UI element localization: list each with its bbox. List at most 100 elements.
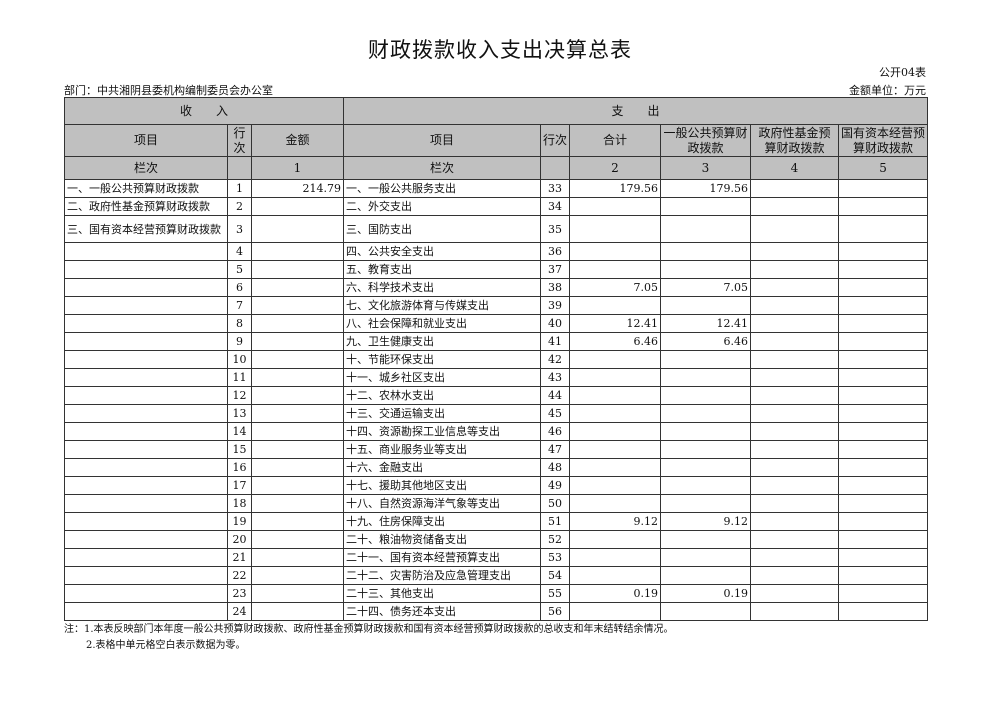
expense-item-cell: 十五、商业服务业等支出 xyxy=(343,440,541,459)
income-amount-cell xyxy=(251,242,344,261)
total-amount-cell: 7.05 xyxy=(569,278,661,297)
income-row-no-cell: 2 xyxy=(227,197,252,216)
income-amount-cell xyxy=(251,197,344,216)
header-row-columns: 项目 行次 金额 项目 行次 合计 一般公共预算财政拨款 政府性基金预算财政拨款… xyxy=(64,124,929,157)
state-capital-amount-cell xyxy=(837,260,929,279)
total-amount-cell: 179.56 xyxy=(569,179,661,198)
total-amount-cell xyxy=(569,458,661,477)
total-amount-cell: 0.19 xyxy=(569,584,661,603)
income-row-no-cell: 14 xyxy=(227,422,252,441)
expense-row-no-cell: 56 xyxy=(540,602,570,621)
income-item-cell xyxy=(64,368,228,387)
table-row: 6 六、科学技术支出 38 7.05 7.05 xyxy=(64,278,929,297)
income-row-no-cell: 22 xyxy=(227,566,252,585)
expense-item-cell: 二十、粮油物资储备支出 xyxy=(343,530,541,549)
table-row: 10 十、节能环保支出 42 xyxy=(64,350,929,369)
column-number-3: 3 xyxy=(660,156,751,180)
general-budget-amount-cell xyxy=(660,476,751,495)
state-capital-amount-cell xyxy=(837,296,929,315)
expense-row-no-header: 行次 xyxy=(540,124,570,157)
total-amount-cell xyxy=(569,215,661,243)
income-amount-cell xyxy=(251,422,344,441)
table-row: 8 八、社会保障和就业支出 40 12.41 12.41 xyxy=(64,314,929,333)
expense-item-cell: 三、国防支出 xyxy=(343,215,541,243)
expense-item-cell: 十二、农林水支出 xyxy=(343,386,541,405)
form-number: 公开04表 xyxy=(879,66,926,79)
income-amount-cell xyxy=(251,278,344,297)
income-row-no-cell: 4 xyxy=(227,242,252,261)
table-row: 二、政府性基金预算财政拨款 2 二、外交支出 34 xyxy=(64,197,929,216)
expense-row-no-cell: 51 xyxy=(540,512,570,531)
income-item-cell xyxy=(64,350,228,369)
fund-budget-amount-cell xyxy=(750,458,839,477)
header-row-sections: 收 入 支 出 xyxy=(64,97,929,125)
income-row-no-cell: 17 xyxy=(227,476,252,495)
general-budget-header: 一般公共预算财政拨款 xyxy=(660,124,751,157)
fund-budget-amount-cell xyxy=(750,404,839,423)
total-header: 合计 xyxy=(569,124,661,157)
table-row: 21 二十一、国有资本经营预算支出 53 xyxy=(64,548,929,567)
table-row: 12 十二、农林水支出 44 xyxy=(64,386,929,405)
general-budget-amount-cell xyxy=(660,368,751,387)
fund-budget-amount-cell xyxy=(750,278,839,297)
total-amount-cell xyxy=(569,350,661,369)
expense-item-cell: 十六、金融支出 xyxy=(343,458,541,477)
expense-row-no-cell: 46 xyxy=(540,422,570,441)
expense-row-no-cell: 44 xyxy=(540,386,570,405)
table-row: 18 十八、自然资源海洋气象等支出 50 xyxy=(64,494,929,513)
table-row: 23 二十三、其他支出 55 0.19 0.19 xyxy=(64,584,929,603)
state-capital-amount-cell xyxy=(837,215,929,243)
total-amount-cell: 6.46 xyxy=(569,332,661,351)
expense-item-cell: 八、社会保障和就业支出 xyxy=(343,314,541,333)
general-budget-amount-cell xyxy=(660,386,751,405)
column-number-1: 1 xyxy=(251,156,344,180)
income-amount-cell: 214.79 xyxy=(251,179,344,198)
general-budget-amount-cell xyxy=(660,548,751,567)
table-row: 15 十五、商业服务业等支出 47 xyxy=(64,440,929,459)
fund-budget-amount-cell xyxy=(750,548,839,567)
total-amount-cell xyxy=(569,296,661,315)
table-row: 9 九、卫生健康支出 41 6.46 6.46 xyxy=(64,332,929,351)
expense-header: 支 出 xyxy=(342,97,929,125)
expense-row-no-cell: 48 xyxy=(540,458,570,477)
table-row: 11 十一、城乡社区支出 43 xyxy=(64,368,929,387)
table-row: 20 二十、粮油物资储备支出 52 xyxy=(64,530,929,549)
expense-row-no-cell: 47 xyxy=(540,440,570,459)
fund-budget-amount-cell xyxy=(750,314,839,333)
expense-row-no-cell: 40 xyxy=(540,314,570,333)
income-item-cell xyxy=(64,584,228,603)
state-capital-amount-cell xyxy=(837,440,929,459)
income-row-no-cell: 16 xyxy=(227,458,252,477)
total-amount-cell xyxy=(569,368,661,387)
income-amount-cell xyxy=(251,476,344,495)
fund-budget-amount-cell xyxy=(750,179,839,198)
income-amount-cell xyxy=(251,296,344,315)
general-budget-amount-cell xyxy=(660,566,751,585)
income-row-no-cell: 1 xyxy=(227,179,252,198)
general-budget-amount-cell xyxy=(660,440,751,459)
total-amount-cell xyxy=(569,386,661,405)
expense-row-no-cell: 43 xyxy=(540,368,570,387)
fund-budget-amount-cell xyxy=(750,332,839,351)
table-row: 5 五、教育支出 37 xyxy=(64,260,929,279)
table-row: 22 二十二、灾害防治及应急管理支出 54 xyxy=(64,566,929,585)
expense-item-cell: 二十三、其他支出 xyxy=(343,584,541,603)
fund-budget-amount-cell xyxy=(750,215,839,243)
table-row: 14 十四、资源勘探工业信息等支出 46 xyxy=(64,422,929,441)
column-label-right: 栏次 xyxy=(343,156,541,180)
general-budget-amount-cell: 179.56 xyxy=(660,179,751,198)
state-capital-amount-cell xyxy=(837,404,929,423)
state-capital-amount-cell xyxy=(837,566,929,585)
state-capital-amount-cell xyxy=(837,350,929,369)
income-row-no-header: 行次 xyxy=(227,124,252,157)
expense-row-no-cell: 55 xyxy=(540,584,570,603)
general-budget-amount-cell: 0.19 xyxy=(660,584,751,603)
fund-budget-amount-cell xyxy=(750,260,839,279)
expense-row-no-cell: 34 xyxy=(540,197,570,216)
fund-budget-amount-cell xyxy=(750,242,839,261)
income-row-no-cell: 20 xyxy=(227,530,252,549)
income-amount-cell xyxy=(251,530,344,549)
income-row-no-cell: 15 xyxy=(227,440,252,459)
expense-item-cell: 十九、住房保障支出 xyxy=(343,512,541,531)
income-amount-cell xyxy=(251,584,344,603)
